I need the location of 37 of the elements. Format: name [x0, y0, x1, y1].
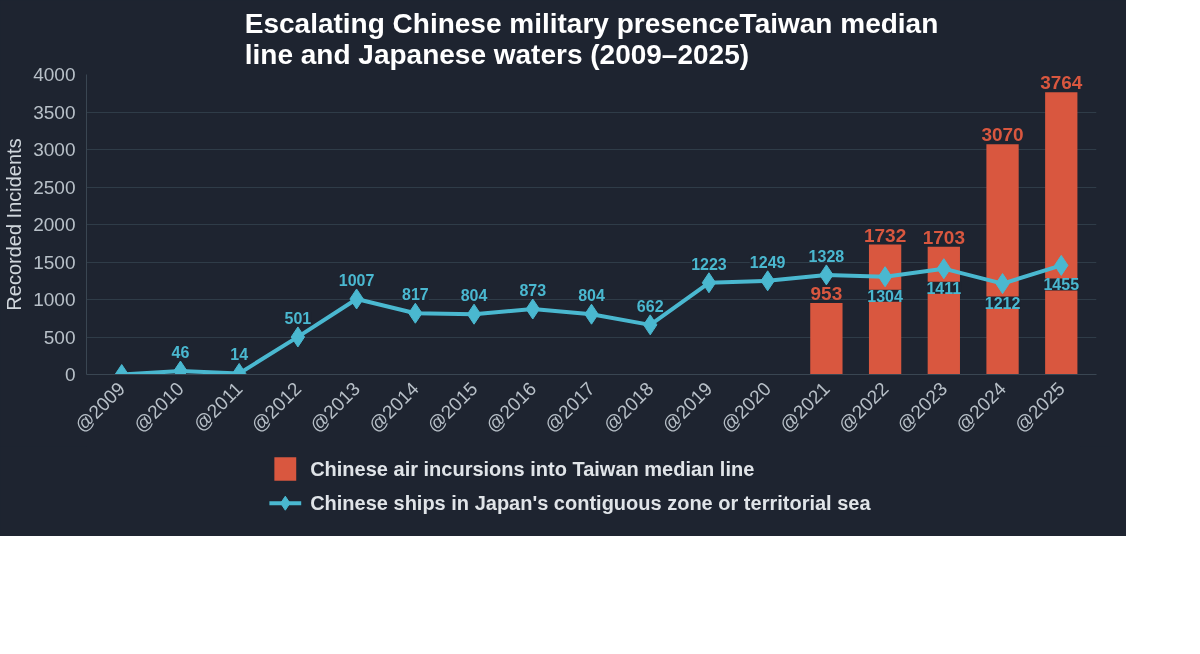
bar: [1045, 92, 1078, 375]
bar: [986, 144, 1019, 375]
data-label: 3070: [981, 124, 1024, 146]
data-label: 1249: [749, 253, 786, 271]
y-tick-label: 0: [64, 364, 76, 385]
y-tick-label: 3500: [33, 101, 76, 123]
chart-title: Escalating Chinese military presenceTaiwan median line and Japanese waters (2009–2025): [244, 7, 939, 70]
y-tick-label: 1000: [33, 289, 76, 310]
data-label: 3764: [1040, 72, 1083, 94]
data-label: 1328: [808, 247, 845, 265]
data-label: 817: [401, 286, 429, 304]
data-label: 662: [636, 297, 664, 315]
legend-label: Chinese ships in Japan's contiguous zone or territorial sea: [310, 492, 872, 515]
y-tick-label: 1500: [33, 251, 76, 273]
data-label: 1732: [863, 224, 907, 246]
data-label: 501: [284, 309, 312, 327]
bar: [810, 303, 843, 375]
data-label: 1304: [867, 287, 903, 305]
legend-label: Chinese air incursions into Taiwan median line: [310, 458, 755, 480]
data-label: 46: [171, 344, 190, 362]
data-label: 804: [460, 287, 488, 305]
data-label: 953: [810, 283, 843, 305]
y-tick-label: 2000: [33, 214, 76, 235]
y-tick-label: 2500: [33, 176, 76, 198]
y-tick-label: 4000: [33, 64, 76, 85]
data-label: 804: [578, 287, 605, 305]
data-label: 1223: [691, 255, 727, 273]
y-tick-label: 500: [43, 326, 76, 348]
data-label: 1212: [984, 294, 1021, 312]
data-label: 1007: [338, 271, 375, 289]
data-label: 1411: [926, 279, 962, 297]
y-axis-title: Recorded Incidents: [3, 138, 26, 311]
data-label: 1455: [1043, 276, 1080, 294]
y-tick-label: 3000: [33, 139, 76, 160]
data-label: 1703: [922, 226, 965, 248]
data-label: 14: [230, 346, 249, 364]
data-label: 873: [519, 282, 547, 300]
